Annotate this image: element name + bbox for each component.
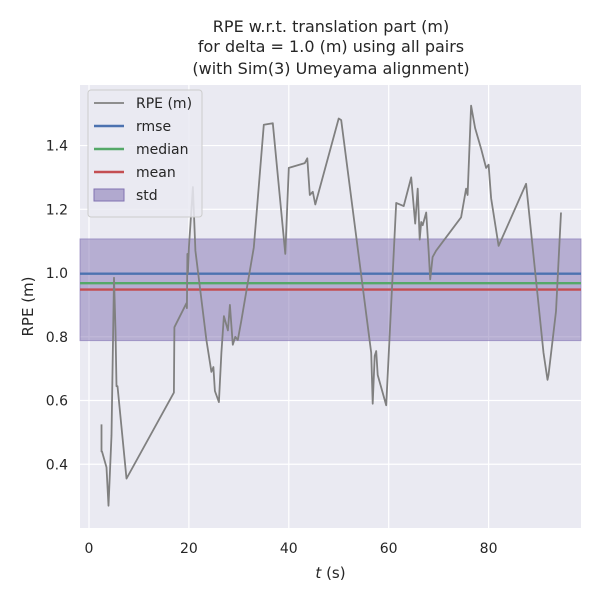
x-tick-label: 60 (380, 541, 398, 557)
stat-lines-layer (80, 272, 581, 291)
chart-title-line-2: for delta = 1.0 (m) using all pairs (198, 37, 464, 56)
legend-swatch-std (93, 188, 125, 202)
legend-label: median (136, 142, 188, 158)
y-tick-label: 1.0 (46, 266, 68, 282)
legend-label: mean (136, 165, 176, 181)
rpe-series-line (100, 104, 562, 507)
tick-labels: 0 20 40 60 80 0.4 0.6 0.8 1.0 1.2 1.4 (46, 139, 498, 557)
y-axis-label: RPE (m) (19, 276, 37, 336)
x-tick-label: 40 (280, 541, 298, 557)
y-tick-label: 1.2 (46, 202, 68, 218)
x-tick-label: 0 (85, 541, 94, 557)
legend-box (87, 89, 203, 218)
y-tick-label: 1.4 (46, 139, 68, 155)
legend: RPE (m) rmse median mean std (87, 89, 203, 218)
x-axis-label: t (s) (315, 564, 345, 582)
y-tick-label: 0.8 (46, 330, 68, 346)
legend-label: RPE (m) (136, 96, 192, 112)
chart-title-line-1: RPE w.r.t. translation part (m) (213, 17, 449, 36)
legend-label: rmse (136, 119, 171, 135)
series-layer (100, 104, 562, 507)
x-tick-label: 80 (480, 541, 498, 557)
y-tick-label: 0.4 (46, 457, 68, 473)
legend-label: std (136, 188, 158, 204)
y-tick-label: 0.6 (46, 394, 68, 410)
x-tick-label: 20 (180, 541, 198, 557)
chart-title-line-3: (with Sim(3) Umeyama alignment) (192, 59, 469, 78)
